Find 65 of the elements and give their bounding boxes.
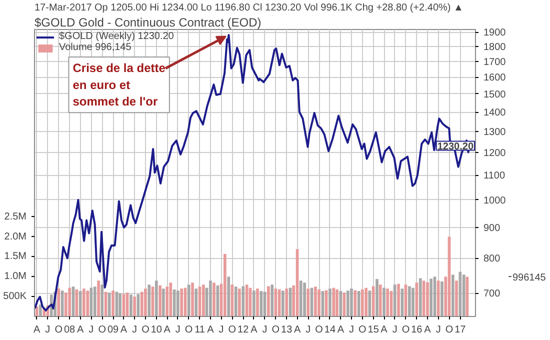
y2-tick-label: 1.5M [4,251,27,262]
x-tick-label: 11 [194,324,206,336]
x-tick-label: A [34,324,41,336]
x-tick-label: O [228,324,236,336]
x-tick-label: J [45,324,50,336]
x-tick-label: 13 [281,324,293,336]
x-tick-label: 17 [454,324,466,336]
x-tick-label: O [54,324,63,336]
x-tick-label: O [142,324,150,336]
x-tick-label: J [306,324,311,336]
x-tick-label: A [77,324,84,336]
x-tick-label: J [132,324,138,336]
x-tick-label: 09 [107,324,120,336]
x-tick-label: 14 [324,324,336,336]
x-tick-label: 15 [368,324,380,336]
y-tick-label: 1000 [484,195,506,206]
y2-tick-label: 500K [3,291,27,302]
x-tick-label: A [250,324,258,336]
y-tick-label: 1200 [484,148,506,159]
chart-title: $GOLD Gold - Continuous Contract (EOD) [34,16,262,30]
y-tick-label: 1800 [484,42,506,53]
x-tick-label: A [294,324,301,336]
y-tick-label: 900 [484,222,501,234]
text: 996145 [512,272,546,284]
x-tick-label: J [348,324,354,336]
y-tick-label: 1900 [484,28,506,39]
x-tick-label: J [88,324,94,336]
x-tick-label: O [445,324,454,336]
y-tick-label: 1500 [484,89,506,100]
y-tick-label: 1300 [484,126,506,138]
x-tick-label: 10 [150,324,162,336]
x-tick-label: A [207,324,214,336]
legend-label: $GOLD (Weekly) 1230.20 [59,31,174,42]
y-tick-label: 1600 [484,72,506,84]
x-tick-label: J [175,324,180,336]
x-tick-label: A [380,324,388,336]
y2-tick-label: 1.0M [4,271,27,282]
y-tick-label: 700 [484,288,501,300]
y-tick-label: 800 [484,254,501,265]
annotation: Crise de la dette en euro et sommet de l'or [72,61,166,109]
y2-tick-label: 2.0M [4,231,27,242]
x-tick-label: J [262,324,268,336]
y2-tick-label: 2.5M [4,211,27,222]
x-tick-label: J [436,324,441,336]
x-tick-label: A [120,324,128,336]
legend-label: Volume 996,145 [59,42,132,53]
x-tick-label: 08 [64,324,76,336]
y-tick-label: 1700 [484,56,506,68]
x-tick-label: O [98,324,106,336]
x-tick-label: A [337,324,344,336]
x-tick-label: 12 [238,324,250,336]
x-tick-label: O [272,324,280,336]
x-tick-label: O [358,324,367,336]
x-tick-label: 16 [411,324,423,336]
x-tick-label: J [392,324,398,336]
y-tick-label: 1100 [484,170,506,182]
y-tick-label: 1400 [484,108,506,119]
x-tick-label: O [184,324,193,336]
chart-subtitle: 17-Mar-2017 Op 1205.00 Hi 1234.00 Lo 1196.80 Cl 1230.20 Vol 996.1K Chg +28.80 (+2.40%) ▲ [34,2,464,14]
annotation: 1230.20 [437,141,474,152]
x-tick-label: J [218,324,224,336]
x-tick-label: A [424,324,432,336]
x-tick-label: O [315,324,324,336]
x-tick-label: A [164,324,171,336]
x-tick-label: O [402,324,410,336]
